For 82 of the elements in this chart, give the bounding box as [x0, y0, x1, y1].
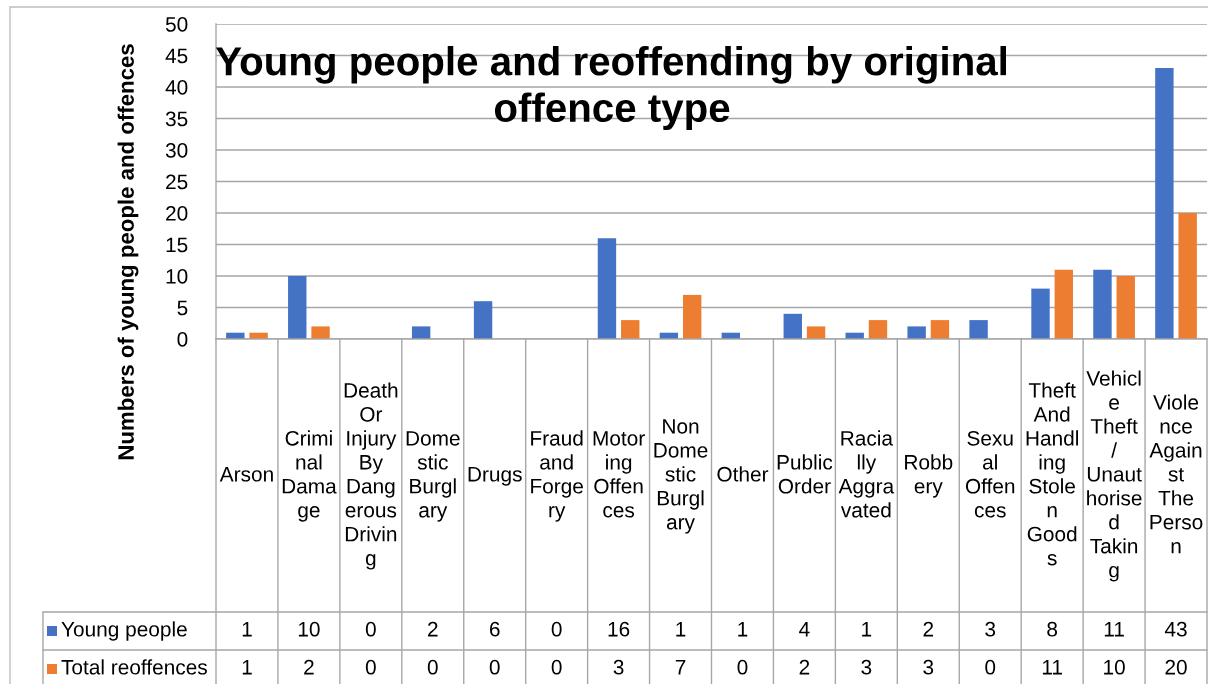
bar: [1031, 288, 1050, 339]
bar: [783, 313, 802, 339]
data-label: 11: [1104, 622, 1124, 637]
data-label: 0: [551, 659, 562, 675]
y-tick-label: 0: [177, 332, 188, 347]
data-label: 2: [799, 659, 810, 675]
data-label: 1: [242, 622, 252, 637]
data-label: 1: [862, 622, 872, 637]
data-label: 16: [608, 621, 630, 637]
y-tick-label: 5: [177, 300, 188, 316]
data-label: 11: [1042, 660, 1062, 675]
x-tick-label: Other: [717, 466, 769, 482]
bar: [621, 320, 640, 339]
y-tick-label: 10: [166, 269, 188, 284]
x-tick-label: Domestic Burglary: [406, 431, 460, 522]
data-label: 2: [304, 659, 314, 675]
x-tick-label: Public Order: [777, 454, 833, 494]
x-tick-label: Criminal Damage: [282, 430, 337, 522]
legend-label: Total reoffences: [61, 659, 207, 675]
data-label: 0: [365, 659, 376, 675]
x-tick-label: Arson: [219, 467, 273, 482]
bar: [473, 301, 493, 339]
bar: [682, 294, 702, 339]
bar: [597, 238, 617, 339]
data-label: 10: [1104, 659, 1125, 675]
data-label: 0: [985, 659, 996, 675]
x-tick-label: Non Domestic Burglary: [654, 419, 708, 534]
x-tick-label: Drugs: [468, 467, 522, 486]
x-tick-label: Violence Against The Person: [1149, 394, 1203, 554]
data-label: 2: [923, 621, 934, 637]
data-label: 20: [1165, 659, 1187, 675]
bar: [1116, 276, 1135, 339]
data-label: 1: [242, 660, 252, 675]
data-label: 3: [861, 659, 872, 675]
data-label: 8: [1047, 621, 1058, 637]
y-tick-label: 15: [166, 237, 188, 253]
x-tick-label: Theft And Handling Stolen Goods: [1026, 382, 1078, 566]
data-label: 2: [428, 621, 438, 637]
bar: [868, 320, 888, 339]
y-tick-label: 30: [165, 143, 188, 158]
data-label: 3: [923, 659, 934, 675]
bar: [1155, 68, 1174, 339]
y-tick-label: 50: [165, 17, 188, 32]
legend-label: Young people: [61, 621, 187, 641]
bar: [806, 326, 826, 339]
y-axis-title: Numbers of young people and offences: [117, 44, 139, 460]
data-label: 3: [613, 659, 624, 675]
x-tick-label: Death Or Injury By Dangerous Driving: [344, 382, 398, 570]
y-tick-label: 35: [165, 111, 188, 127]
data-label: 0: [427, 659, 438, 675]
x-tick-label: Sexual Offences: [965, 430, 1015, 518]
y-tick-label: 40: [165, 80, 188, 95]
data-label: 0: [489, 659, 500, 675]
bar: [1054, 269, 1073, 339]
data-label: 0: [365, 621, 376, 637]
y-tick-label: 20: [166, 206, 188, 221]
data-label: 4: [799, 622, 810, 637]
bar: [969, 320, 988, 339]
x-tick-label: Racially Aggravated: [838, 430, 895, 518]
data-label: 7: [675, 660, 686, 675]
data-label: 3: [985, 621, 996, 637]
category-label: Vehicle Theft / Unauthorised Taking: [1086, 370, 1142, 582]
data-label: 0: [737, 659, 748, 675]
text: Young people and reoffending by original offence type: [215, 45, 1006, 131]
bar: [411, 326, 431, 339]
bar: [288, 276, 307, 339]
bar: [311, 326, 330, 339]
data-label: 1: [738, 622, 748, 637]
data-label: 43: [1164, 621, 1187, 637]
x-tick-label: Robbery: [905, 454, 953, 498]
bar: [1178, 213, 1197, 339]
data-label: 10: [298, 621, 320, 637]
bar: [1093, 269, 1112, 339]
y-tick-label: 25: [166, 174, 188, 190]
x-tick-label: Fraud and Forgery: [531, 430, 583, 522]
data-label: 0: [551, 621, 562, 637]
bar: [907, 326, 926, 339]
data-label: 1: [676, 622, 686, 637]
data-label: 6: [489, 621, 500, 637]
bar: [930, 320, 950, 339]
x-tick-label: Motoring Offences: [593, 431, 645, 518]
y-tick-label: 45: [165, 48, 188, 64]
